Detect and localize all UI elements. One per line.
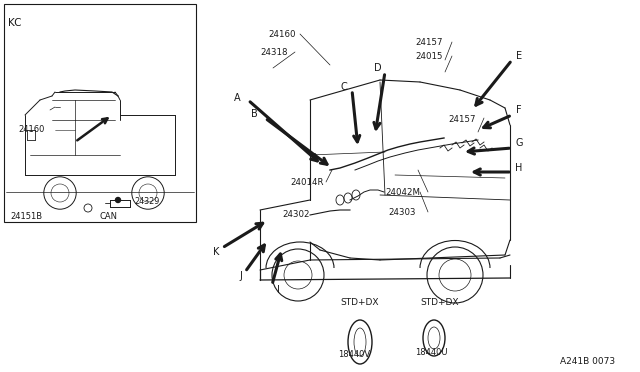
- Text: A: A: [234, 93, 240, 103]
- Text: 24157: 24157: [448, 115, 476, 124]
- Text: I: I: [276, 285, 280, 295]
- Text: C: C: [340, 82, 348, 92]
- Text: 24151B: 24151B: [10, 212, 42, 221]
- Text: B: B: [251, 109, 257, 119]
- Text: 24318: 24318: [260, 48, 287, 57]
- Text: E: E: [516, 51, 522, 61]
- Text: KC: KC: [8, 18, 22, 28]
- Text: H: H: [515, 163, 523, 173]
- Text: K: K: [213, 247, 219, 257]
- Text: CAN: CAN: [100, 212, 118, 221]
- Text: STD+DX: STD+DX: [420, 298, 458, 307]
- Text: F: F: [516, 105, 522, 115]
- Text: 24014R: 24014R: [290, 178, 323, 187]
- Text: 24160: 24160: [268, 30, 296, 39]
- Text: 24015: 24015: [415, 52, 442, 61]
- Bar: [4, 4, 196, 222]
- Text: G: G: [515, 138, 523, 148]
- Text: 24329: 24329: [134, 197, 159, 206]
- Text: STD+DX: STD+DX: [340, 298, 378, 307]
- Text: J: J: [239, 271, 243, 281]
- Text: 24302: 24302: [282, 210, 310, 219]
- Text: 18440U: 18440U: [415, 348, 447, 357]
- Text: 24157: 24157: [415, 38, 442, 47]
- Text: 24303: 24303: [388, 208, 415, 217]
- Text: A241B 0073: A241B 0073: [560, 357, 615, 366]
- Circle shape: [115, 198, 120, 202]
- Text: 24160: 24160: [18, 125, 44, 135]
- Text: 24042M: 24042M: [385, 188, 420, 197]
- Text: D: D: [374, 63, 382, 73]
- Text: 18440V: 18440V: [338, 350, 370, 359]
